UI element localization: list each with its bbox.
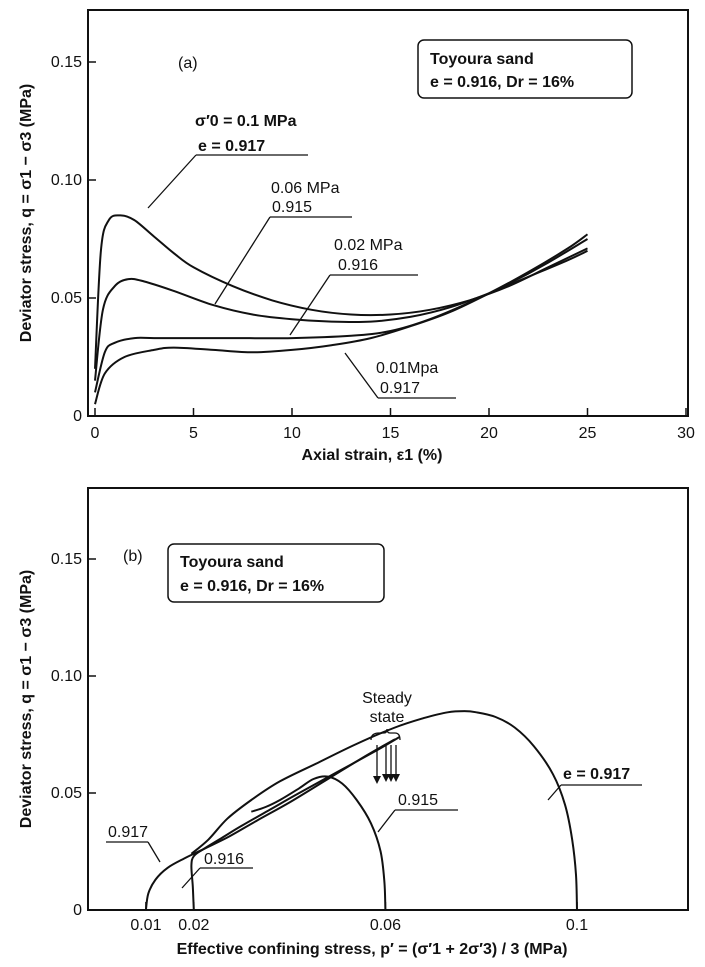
- b-xtick-label-1: 0.02: [178, 917, 209, 934]
- annotation-b-3: 0.917: [108, 824, 148, 841]
- panel-a-annotations: σ′0 = 0.1 MPa e = 0.917 0.06 MPa 0.915 0…: [147, 113, 456, 399]
- steady-arrow-1-head: [373, 776, 381, 784]
- annotation-a-0: σ′0 = 0.1 MPa: [195, 113, 297, 130]
- steady-state-brace: [370, 728, 401, 741]
- panel-a-ylabel: Deviator stress, q = σ1 − σ3 (MPa): [18, 84, 35, 342]
- annotation-a-6: 0.01Mpa: [376, 360, 438, 377]
- a-xtick-label-0: 0: [91, 425, 100, 442]
- b-ytick-label-0: 0: [73, 902, 82, 919]
- a-ytick-label-0: 0: [73, 408, 82, 425]
- panel-a-info-box-frame: [417, 39, 633, 99]
- b-xtick-label-2: 0.06: [370, 917, 401, 934]
- b-series-1-line: [250, 775, 387, 911]
- panel-a-frame: [87, 9, 689, 417]
- annotation-a-4: 0.02 MPa: [334, 237, 403, 254]
- a-xtick-label-5: 25: [579, 425, 597, 442]
- b-ytick-label-3: 0.15: [51, 551, 82, 568]
- b-ytick-label-1: 0.05: [51, 785, 82, 802]
- panel-b: 0.01 0.02 0.06 0.100.050.100.15 (b) Toyoura…: [18, 487, 689, 958]
- panel-b-label: (b): [123, 548, 143, 565]
- panel-b-info-line-1: Toyoura sand: [180, 554, 284, 571]
- panel-b-curves: [144, 710, 578, 911]
- steady-state-label-2: state: [370, 709, 405, 726]
- panel-a-tick-labels: 0 5 10 15 20 25 30 0 0.05 0.10 0.15: [51, 54, 695, 442]
- panel-a-info-line-1: Toyoura sand: [430, 51, 534, 68]
- annotation-a-2: 0.06 MPa: [271, 180, 340, 197]
- a-ytick-label-1: 0.05: [51, 290, 82, 307]
- steady-state-marker: Steady state: [362, 690, 412, 784]
- annotation-b-0: e = 0.917: [563, 766, 630, 783]
- panel-a-ticks: [88, 61, 687, 417]
- annotation-a-7: 0.917: [380, 380, 420, 397]
- leader-b-3: [147, 841, 161, 863]
- steady-arrow-4-head: [392, 774, 400, 782]
- panel-b-annotations: e = 0.917 0.915 0.916 0.917: [106, 766, 642, 889]
- annotation-b-2: 0.916: [204, 851, 244, 868]
- a-xtick-label-4: 20: [480, 425, 498, 442]
- panel-a: 0 5 10 15 20 25 30 0 0.05 0.10 0.15 (a) Toyoura sa…: [18, 9, 695, 464]
- b-xtick-label-3: 0.1: [566, 917, 588, 934]
- panel-b-xlabel: Effective confining stress, p′ = (σ′1 + …: [177, 941, 568, 958]
- b-xtick-label-0: 0.01: [130, 917, 161, 934]
- a-xtick-label-3: 15: [382, 425, 400, 442]
- panel-a-label: (a): [178, 55, 198, 72]
- panel-b-ticks: [88, 558, 578, 911]
- leader-b-1: [377, 809, 396, 833]
- b-series-3-line: [144, 738, 396, 911]
- panel-a-curves: [94, 214, 589, 405]
- leader-a-0: [147, 154, 197, 209]
- annotation-a-3: 0.915: [272, 199, 312, 216]
- b-series-0-line: [190, 710, 578, 911]
- a-xtick-label-2: 10: [283, 425, 301, 442]
- leader-b-0: [547, 784, 562, 801]
- b-ytick-label-2: 0.10: [51, 668, 82, 685]
- panel-b-frame: [87, 487, 689, 911]
- panel-b-info-box-frame: [167, 543, 385, 603]
- leader-a-2: [289, 274, 331, 336]
- panel-b-info-box: Toyoura sand e = 0.916, Dr = 16%: [167, 543, 385, 603]
- panel-b-tick-labels: 0.01 0.02 0.06 0.100.050.100.15: [51, 551, 588, 934]
- panel-a-xlabel: Axial strain, ε1 (%): [302, 447, 443, 464]
- panel-a-info-box: Toyoura sand e = 0.916, Dr = 16%: [417, 39, 633, 99]
- annotation-a-1: e = 0.917: [198, 138, 265, 155]
- panel-a-info-line-2: e = 0.916, Dr = 16%: [430, 74, 574, 91]
- a-xtick-label-6: 30: [677, 425, 695, 442]
- leader-a-3: [344, 352, 379, 399]
- panel-b-info-line-2: e = 0.916, Dr = 16%: [180, 578, 324, 595]
- leader-b-2: [181, 867, 201, 889]
- a-ytick-label-2: 0.10: [51, 172, 82, 189]
- a-series-3-line: [94, 233, 589, 405]
- a-xtick-label-1: 5: [189, 425, 198, 442]
- panel-b-ylabel: Deviator stress, q = σ1 − σ3 (MPa): [18, 570, 35, 828]
- a-ytick-label-3: 0.15: [51, 54, 82, 71]
- leader-a-1: [214, 216, 271, 305]
- annotation-a-5: 0.916: [338, 257, 378, 274]
- steady-state-label-1: Steady: [362, 690, 412, 707]
- annotation-b-1: 0.915: [398, 792, 438, 809]
